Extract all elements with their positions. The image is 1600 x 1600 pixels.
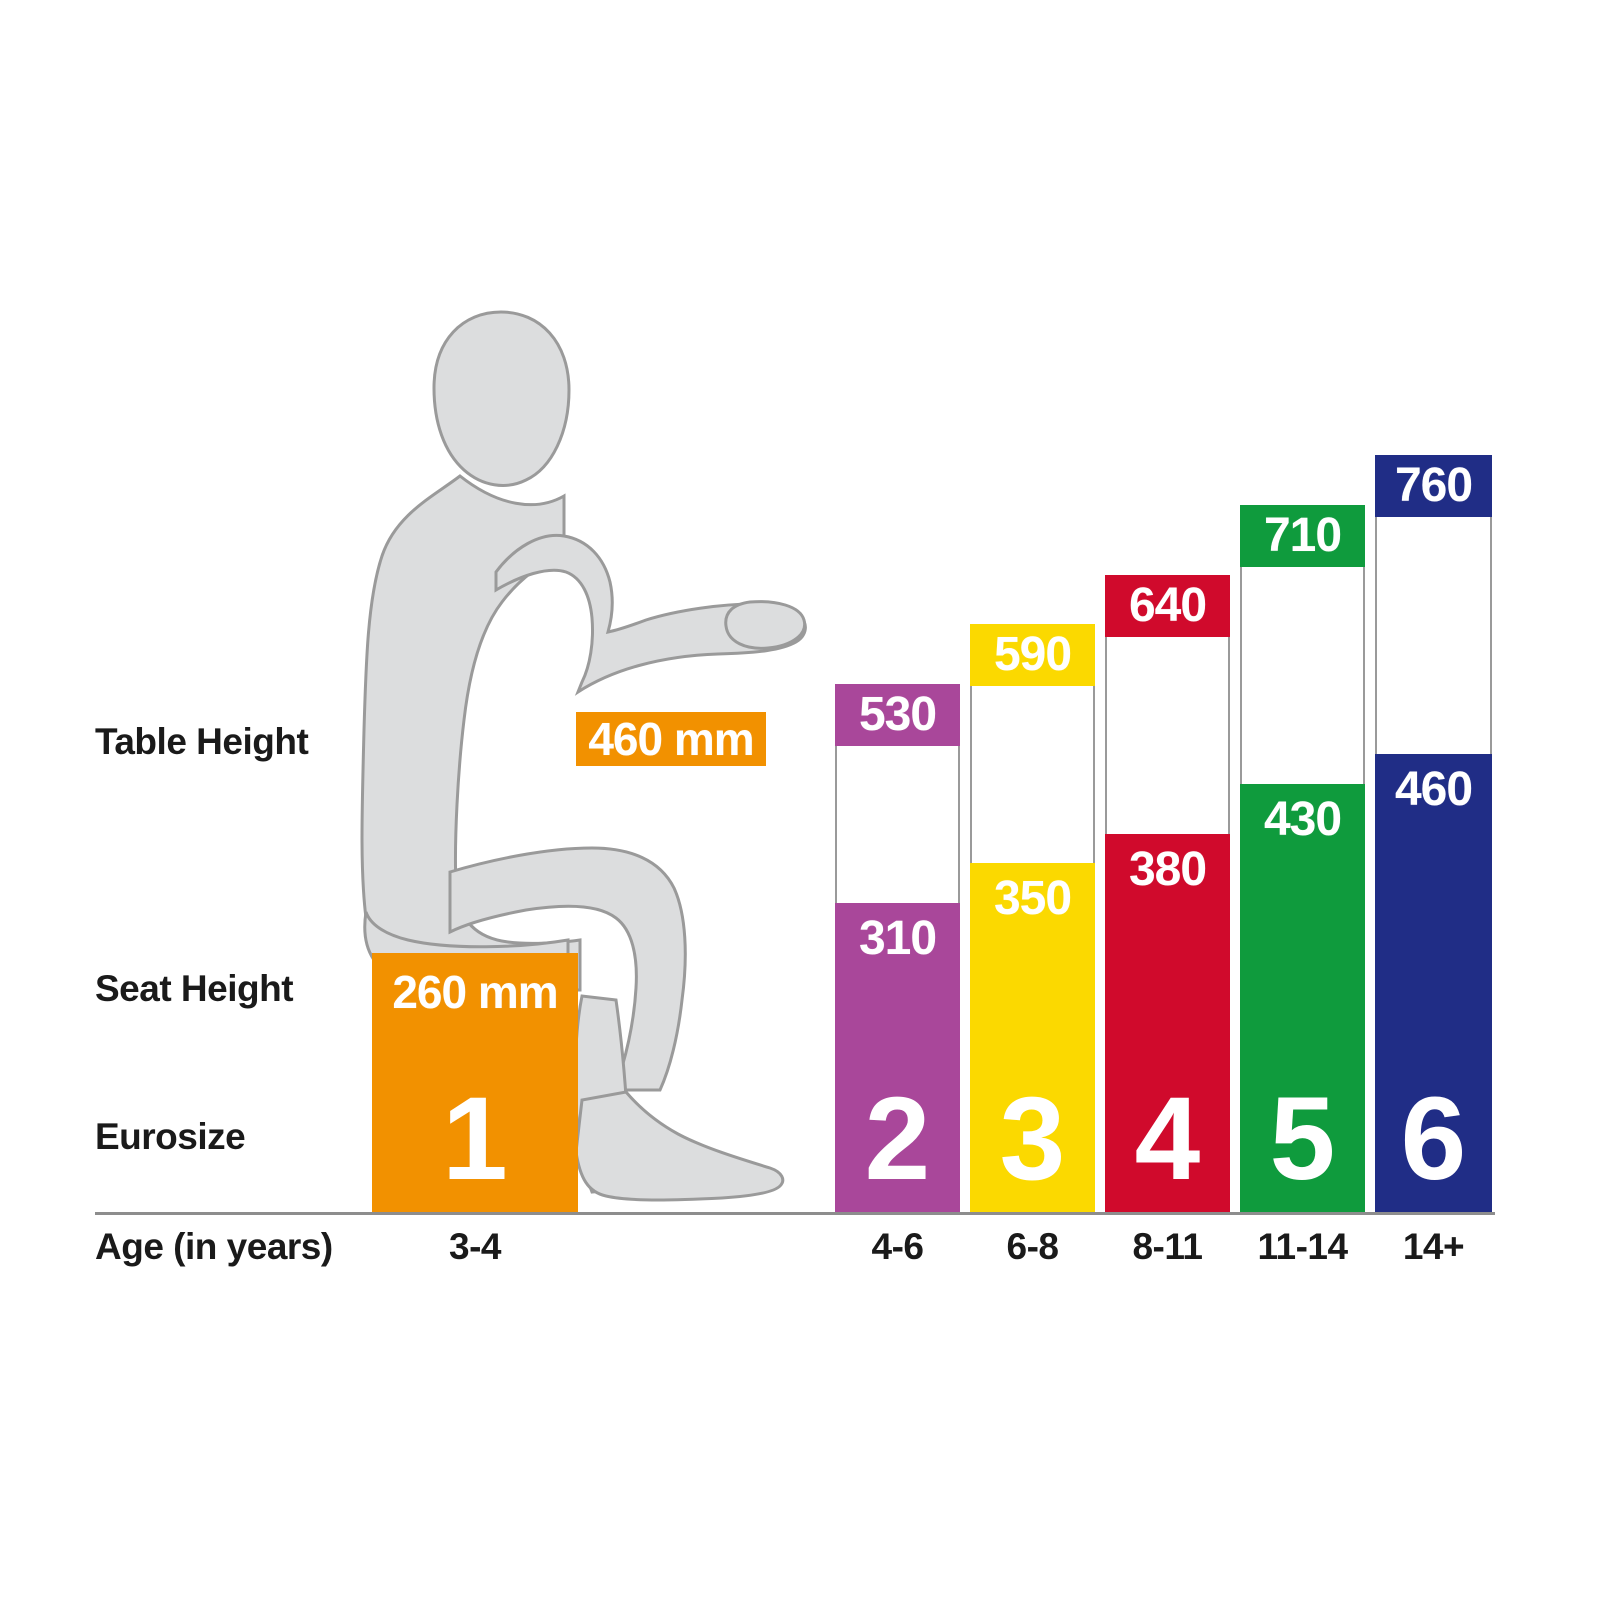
seat-height-value-3: 350: [993, 872, 1072, 926]
seat-height-segment-4: 380: [1105, 833, 1230, 1212]
seat-height-segment-3: 350: [970, 863, 1095, 1212]
table-height-segment-3: 590: [970, 624, 1095, 687]
bar-eurosize-5[interactable]: 710 430 5: [1240, 504, 1365, 1212]
table-height-value-4: 640: [1128, 578, 1207, 632]
seated-person-silhouette: [360, 310, 807, 1202]
bar-eurosize-4[interactable]: 640 380 4: [1105, 574, 1230, 1212]
row-label-eurosize: Eurosize: [95, 1116, 246, 1157]
seat-height-value-1: 260 mm: [392, 966, 558, 1019]
age-tick-5: 11-14: [1257, 1226, 1348, 1267]
seat-height-segment-1: 260 mm: [372, 953, 578, 1212]
eurosize-number-5: 5: [1269, 1073, 1336, 1205]
eurosize-number-1: 1: [442, 1073, 508, 1205]
seat-height-value-4: 380: [1128, 842, 1207, 896]
bar-eurosize-1[interactable]: 260 mm 1: [372, 953, 578, 1212]
age-tick-3: 6-8: [1006, 1226, 1059, 1267]
table-height-value-2: 530: [858, 688, 937, 742]
table-height-segment-2: 530: [835, 684, 960, 747]
eurosize-number-4: 4: [1134, 1073, 1201, 1205]
bar-eurosize-6[interactable]: 760 460 6: [1375, 455, 1492, 1212]
table-height-chip-1: 460 mm: [576, 712, 766, 766]
eurosize-number-6: 6: [1400, 1073, 1467, 1205]
seat-height-value-6: 460: [1394, 762, 1473, 816]
table-height-segment-5: 710: [1240, 504, 1365, 567]
eurosize-number-2: 2: [864, 1073, 931, 1205]
table-height-segment-6: 760: [1375, 455, 1492, 518]
table-height-segment-4: 640: [1105, 574, 1230, 637]
seat-height-segment-5: 430: [1240, 783, 1365, 1212]
table-height-value-1: 460 mm: [588, 713, 754, 765]
age-tick-6: 14+: [1402, 1226, 1465, 1267]
seat-height-value-2: 310: [858, 912, 937, 966]
table-height-value-3: 590: [993, 628, 1072, 682]
row-label-table-height: Table Height: [95, 721, 309, 762]
table-height-value-6: 760: [1394, 459, 1473, 513]
seat-height-value-5: 430: [1263, 792, 1342, 846]
eurosize-number-3: 3: [999, 1073, 1066, 1205]
age-tick-2: 4-6: [871, 1226, 924, 1267]
row-label-seat-height: Seat Height: [95, 968, 294, 1009]
row-label-age: Age (in years): [95, 1226, 333, 1267]
bar-eurosize-2[interactable]: 530 310 2: [835, 684, 960, 1212]
table-height-value-5: 710: [1263, 508, 1342, 562]
age-tick-4: 8-11: [1132, 1226, 1203, 1267]
seat-height-segment-2: 310: [835, 903, 960, 1212]
bar-eurosize-3[interactable]: 590 350 3: [970, 624, 1095, 1212]
baseline-axis: [95, 1212, 1495, 1215]
seat-height-segment-6: 460: [1375, 753, 1492, 1212]
age-tick-1: 3-4: [449, 1226, 501, 1267]
